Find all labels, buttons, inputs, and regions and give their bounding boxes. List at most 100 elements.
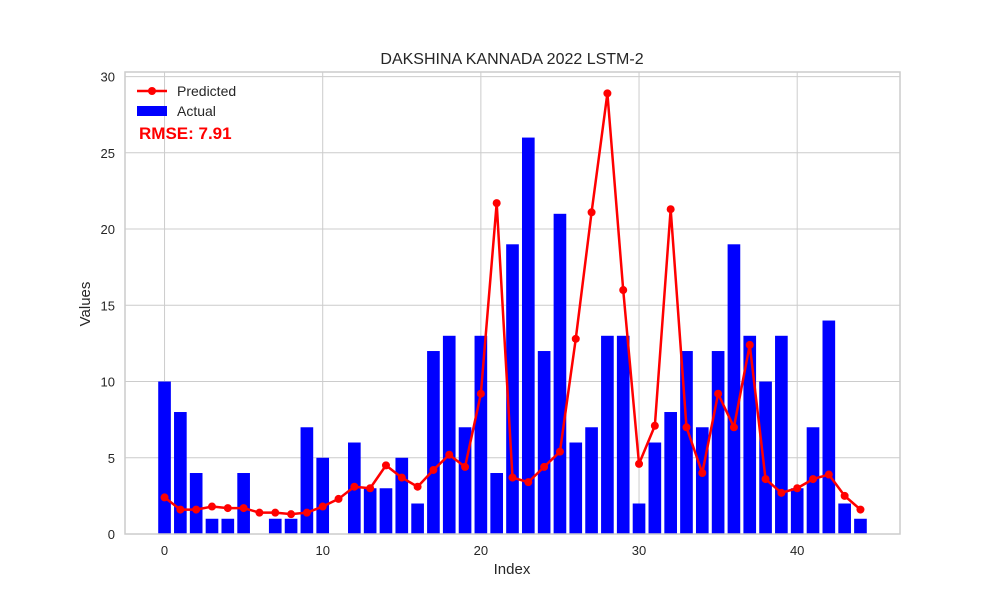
- plot-frame: [124, 71, 901, 535]
- predicted-point: [476, 389, 485, 398]
- y-tick-label: 20: [101, 222, 115, 237]
- predicted-point: [824, 470, 833, 479]
- actual-bar: [759, 381, 772, 534]
- actual-bar: [221, 518, 235, 534]
- actual-bar: [727, 244, 741, 534]
- predicted-point: [445, 450, 454, 459]
- predicted-point: [698, 469, 707, 478]
- predicted-point: [239, 504, 248, 513]
- predicted-point: [761, 475, 770, 484]
- actual-bar: [411, 503, 424, 534]
- actual-bar: [616, 335, 630, 534]
- actual-bar: [854, 518, 867, 534]
- predicted-point: [745, 340, 754, 349]
- predicted-point: [271, 508, 280, 517]
- legend-predicted-marker-swatch: [148, 87, 156, 95]
- y-tick-label: 30: [101, 70, 115, 85]
- predicted-point: [302, 508, 311, 517]
- actual-bar: [427, 351, 440, 534]
- tick-labels: 0 10 20 30 40 0 5 10 15 20 25 30: [101, 70, 805, 558]
- actual-bar: [695, 427, 709, 534]
- predicted-point: [492, 199, 501, 208]
- predicted-point: [587, 208, 596, 217]
- x-axis-label: Index: [494, 561, 531, 578]
- predicted-point: [381, 461, 390, 470]
- y-tick-label: 10: [101, 375, 115, 390]
- x-tick-label: 0: [161, 543, 168, 558]
- actual-bar: [316, 457, 330, 534]
- predicted-point: [856, 505, 865, 514]
- legend-predicted-label: Predicted: [177, 83, 236, 99]
- predicted-point: [666, 205, 675, 214]
- predicted-point: [809, 475, 818, 484]
- actual-bar: [379, 488, 393, 534]
- actual-bar: [838, 503, 851, 534]
- predicted-point: [793, 484, 802, 493]
- predicted-point: [176, 505, 185, 514]
- predicted-point: [160, 493, 169, 502]
- x-tick-label: 10: [315, 543, 329, 558]
- predicted-point: [555, 447, 564, 456]
- actual-bar: [521, 137, 535, 534]
- legend-actual-swatch: [137, 106, 167, 116]
- legend-actual-label: Actual: [177, 103, 216, 119]
- actual-bar: [553, 213, 567, 534]
- predicted-point: [619, 286, 628, 295]
- predicted-point: [508, 473, 517, 482]
- actual-bar: [648, 442, 662, 534]
- predicted-point: [524, 478, 533, 487]
- actual-bar: [237, 473, 250, 534]
- actual-bar: [474, 335, 488, 534]
- actual-bar: [158, 381, 171, 534]
- actual-bar: [189, 473, 203, 534]
- predicted-point: [603, 89, 612, 98]
- rmse-annotation: RMSE: 7.91: [139, 124, 232, 143]
- actual-bar: [363, 488, 377, 534]
- predicted-point: [207, 502, 216, 511]
- predicted-point: [682, 423, 691, 432]
- predicted-point: [540, 462, 549, 471]
- predicted-point: [192, 505, 201, 514]
- predicted-point: [397, 473, 406, 482]
- actual-bar: [537, 351, 551, 534]
- actual-bar: [490, 473, 504, 534]
- actual-bar: [284, 518, 298, 534]
- predicted-point: [366, 484, 375, 493]
- actual-bar: [711, 351, 725, 534]
- predicted-point: [777, 488, 786, 497]
- predicted-point: [650, 421, 659, 430]
- actual-bar: [569, 442, 583, 534]
- actual-bar: [632, 503, 646, 534]
- y-tick-label: 25: [101, 146, 115, 161]
- actual-bar: [268, 518, 282, 534]
- line-series-predicted: [160, 89, 865, 519]
- actual-bar: [790, 488, 804, 534]
- y-tick-label: 0: [108, 527, 115, 542]
- predicted-point: [714, 389, 723, 398]
- x-tick-label: 30: [632, 543, 646, 558]
- x-tick-label: 40: [790, 543, 804, 558]
- legend: Predicted Actual: [137, 83, 236, 119]
- chart-title: DAKSHINA KANNADA 2022 LSTM-2: [380, 51, 643, 68]
- y-tick-label: 5: [108, 451, 115, 466]
- predicted-point: [223, 504, 232, 513]
- actual-bar: [442, 335, 456, 534]
- predicted-point: [413, 482, 422, 491]
- predicted-point: [461, 462, 470, 471]
- actual-bar: [506, 244, 519, 534]
- predicted-point: [635, 459, 644, 468]
- actual-bar: [174, 412, 187, 534]
- actual-bar: [585, 427, 598, 534]
- x-tick-label: 20: [474, 543, 488, 558]
- predicted-point: [350, 482, 359, 491]
- bar-series-actual: [158, 137, 867, 534]
- predicted-point: [571, 334, 580, 343]
- predicted-point: [429, 465, 438, 474]
- actual-bar: [601, 335, 614, 534]
- predicted-point: [840, 491, 849, 500]
- actual-bar: [395, 457, 409, 534]
- y-tick-label: 15: [101, 298, 115, 313]
- actual-bar: [743, 335, 757, 534]
